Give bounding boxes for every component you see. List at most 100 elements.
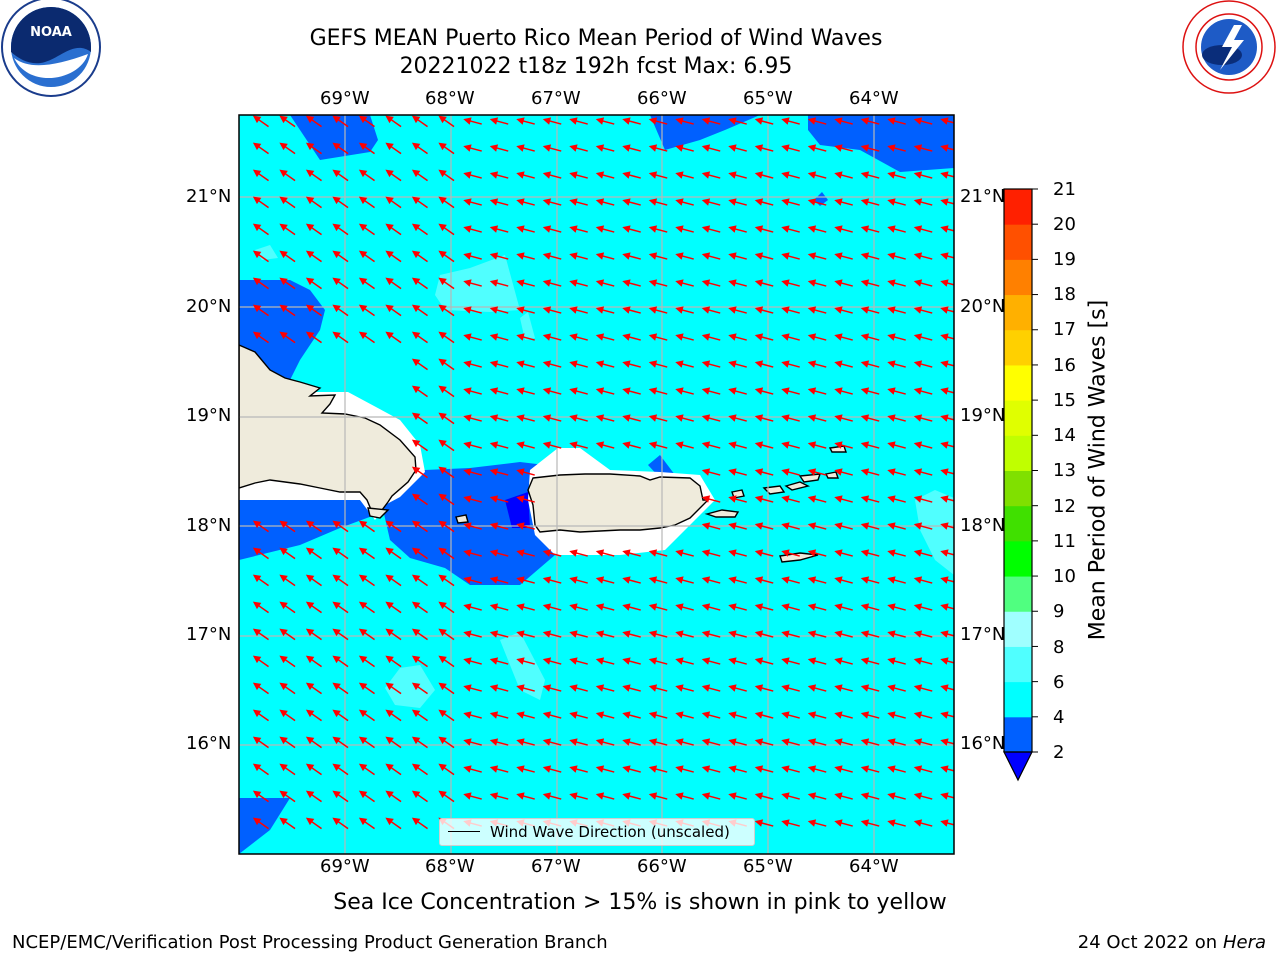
wind-wave-arrow xyxy=(332,682,349,695)
colorbar-tick-label: 12 xyxy=(1053,496,1076,517)
wind-wave-arrow xyxy=(516,198,535,206)
wind-wave-arrow xyxy=(411,331,428,344)
wind-wave-arrow xyxy=(860,468,880,476)
wind-wave-arrow xyxy=(385,331,402,344)
wind-wave-arrow xyxy=(411,574,428,587)
wind-wave-arrow xyxy=(595,198,615,206)
wind-wave-arrow xyxy=(385,790,402,803)
wind-wave-arrow xyxy=(913,738,933,746)
wind-wave-arrow xyxy=(411,655,428,668)
colorbar-segment xyxy=(1004,716,1032,753)
colorbar-tick-label: 2 xyxy=(1053,742,1065,763)
wind-wave-arrow xyxy=(622,171,641,179)
colorbar-segment xyxy=(1004,681,1032,718)
wind-wave-arrow xyxy=(781,171,800,179)
wind-wave-arrow xyxy=(305,817,322,830)
wind-wave-arrow xyxy=(595,603,615,611)
wind-wave-arrow xyxy=(305,574,322,587)
wind-wave-arrow xyxy=(489,630,509,638)
wind-wave-arrow xyxy=(438,277,455,290)
wind-wave-arrow xyxy=(411,493,428,506)
wind-wave-arrow xyxy=(279,115,296,128)
wind-wave-arrow xyxy=(913,198,933,206)
lon-label-top: 64°W xyxy=(849,88,899,109)
colorbar-segment xyxy=(1004,329,1032,366)
wind-wave-arrow xyxy=(728,603,747,611)
wind-wave-arrow xyxy=(332,628,349,641)
wind-wave-arrow xyxy=(463,279,482,287)
wind-wave-arrow xyxy=(648,603,668,611)
wind-wave-arrow xyxy=(754,792,774,800)
wind-wave-arrow xyxy=(569,279,588,287)
wind-wave-arrow xyxy=(438,574,455,587)
wind-wave-arrow xyxy=(728,495,747,503)
wind-wave-arrow xyxy=(411,682,428,695)
wind-wave-arrow xyxy=(332,115,349,128)
wind-wave-arrow xyxy=(252,709,269,722)
wind-wave-arrow xyxy=(675,576,694,584)
wind-wave-arrow xyxy=(754,495,774,503)
wind-wave-arrow xyxy=(358,601,375,614)
wind-wave-arrow xyxy=(940,576,954,584)
wind-wave-arrow xyxy=(754,171,774,179)
wind-wave-arrow xyxy=(595,306,615,314)
wind-wave-arrow xyxy=(279,520,296,533)
wind-wave-arrow xyxy=(332,790,349,803)
wind-wave-arrow xyxy=(940,468,954,476)
wind-wave-arrow xyxy=(411,358,428,371)
wind-wave-arrow xyxy=(279,223,296,236)
wind-wave-arrow xyxy=(569,117,588,125)
wind-wave-arrow xyxy=(385,223,402,236)
wind-wave-arrow xyxy=(701,603,721,611)
colorbar-segment xyxy=(1004,576,1032,612)
wind-wave-arrow xyxy=(860,711,880,719)
wind-wave-arrow xyxy=(781,765,800,773)
wind-wave-arrow xyxy=(781,144,800,152)
wind-wave-arrow xyxy=(516,630,535,638)
wind-wave-arrow xyxy=(754,684,774,692)
wind-wave-arrow xyxy=(940,711,954,719)
wind-wave-arrow xyxy=(252,223,269,236)
wind-wave-arrow xyxy=(279,574,296,587)
wind-wave-arrow xyxy=(489,495,509,503)
wind-wave-arrow xyxy=(940,738,954,746)
wind-wave-arrow xyxy=(438,412,455,425)
wind-wave-arrow xyxy=(913,333,933,341)
wind-wave-arrow xyxy=(411,115,428,128)
wind-wave-arrow xyxy=(305,331,322,344)
wind-wave-arrow xyxy=(675,333,694,341)
wind-wave-arrow xyxy=(622,360,641,368)
wind-wave-arrow xyxy=(701,306,721,314)
wind-wave-arrow xyxy=(940,117,954,125)
wind-wave-arrow xyxy=(252,628,269,641)
wind-wave-arrow xyxy=(940,549,954,557)
legend-line-swatch xyxy=(448,831,480,832)
wind-wave-arrow xyxy=(913,630,933,638)
wind-wave-arrow xyxy=(834,684,853,692)
wind-wave-arrow xyxy=(834,819,853,827)
wind-wave-arrow xyxy=(569,144,588,152)
wind-wave-arrow xyxy=(332,277,349,290)
wind-wave-arrow xyxy=(438,439,455,452)
colorbar-tick-label: 16 xyxy=(1053,355,1076,376)
colorbar-segment xyxy=(1004,505,1032,542)
wind-wave-arrow xyxy=(252,115,269,128)
wind-wave-arrow xyxy=(332,709,349,722)
wind-wave-arrow xyxy=(252,277,269,290)
wind-wave-arrow xyxy=(754,414,774,422)
wind-wave-arrow xyxy=(701,738,721,746)
wind-wave-arrow xyxy=(569,765,588,773)
wind-wave-arrow xyxy=(252,547,269,560)
wind-wave-arrow xyxy=(463,414,482,422)
wind-wave-arrow xyxy=(807,360,827,368)
wind-wave-arrow xyxy=(305,169,322,182)
wind-wave-arrow xyxy=(701,441,721,449)
colorbar-tick-label: 18 xyxy=(1053,284,1076,305)
wind-wave-arrow xyxy=(675,792,694,800)
wind-wave-arrow xyxy=(516,387,535,395)
wind-wave-arrow xyxy=(411,736,428,749)
wind-wave-arrow xyxy=(807,603,827,611)
wind-wave-arrow xyxy=(489,657,509,665)
wind-wave-arrow xyxy=(887,630,906,638)
wind-wave-arrow xyxy=(463,549,482,557)
